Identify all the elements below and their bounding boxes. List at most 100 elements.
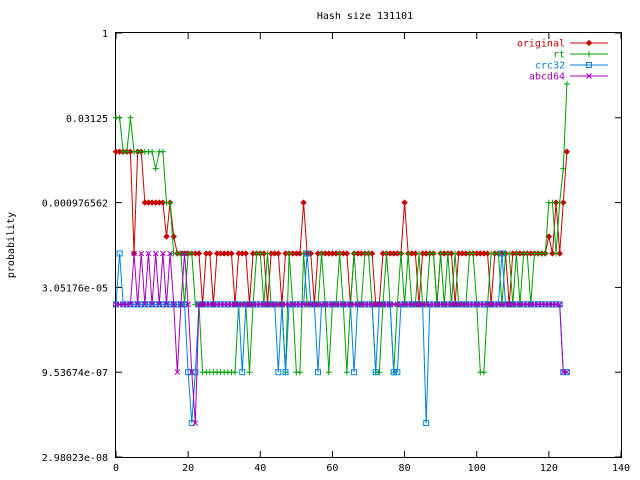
data-point-original [307, 250, 314, 257]
legend-label-original: original [517, 39, 565, 50]
data-point-crc32 [239, 369, 246, 376]
data-point-original [448, 250, 455, 257]
data-point-crc32 [315, 369, 321, 376]
data-point-abcd64 [145, 250, 152, 257]
data-point-rt [556, 199, 563, 206]
data-point-rt [444, 250, 451, 257]
data-point-original [242, 250, 250, 257]
data-point-original [206, 250, 213, 257]
data-point-crc32 [159, 301, 166, 308]
plot-frame [115, 32, 622, 458]
data-point-rt [549, 199, 556, 206]
data-point-crc32 [152, 301, 159, 308]
data-point-original [412, 250, 419, 257]
legend-marker-rt [586, 51, 592, 57]
data-point-abcd64 [163, 301, 170, 308]
data-point-original [127, 148, 134, 155]
data-point-abcd64 [181, 250, 188, 257]
data-point-crc32 [138, 301, 145, 308]
x-tick-label: 80 [399, 463, 411, 474]
data-point-abcd64 [149, 301, 155, 308]
y-tick-label: 3.05176e-05 [42, 283, 108, 294]
data-point-crc32 [167, 301, 174, 308]
y-tick-label: 0.000976562 [42, 199, 108, 210]
data-point-abcd64 [134, 301, 141, 308]
data-point-crc32 [372, 369, 379, 376]
data-point-crc32 [185, 369, 192, 376]
data-point-original [300, 199, 307, 206]
data-point-rt [116, 114, 123, 121]
data-point-abcd64 [138, 250, 145, 257]
data-point-rt [286, 250, 293, 257]
data-point-rt [159, 148, 166, 155]
legend-label-abcd64: abcd64 [529, 72, 565, 83]
data-point-crc32 [192, 369, 199, 376]
y-axis-label: probability [6, 212, 17, 278]
data-point-original [549, 250, 556, 257]
data-point-crc32 [188, 420, 195, 427]
data-point-original [228, 250, 235, 257]
data-point-abcd64 [160, 250, 166, 257]
data-point-original [560, 199, 567, 206]
data-point-abcd64 [564, 369, 570, 376]
data-point-original [343, 250, 351, 257]
data-point-rt [405, 250, 412, 257]
data-point-original [296, 250, 304, 257]
data-point-original [552, 199, 560, 206]
x-tick-label: 20 [182, 463, 194, 474]
data-point-rt [318, 250, 325, 257]
data-point-rt [383, 250, 390, 257]
data-point-abcd64 [178, 301, 184, 308]
data-point-rt [480, 369, 487, 376]
series-rt [113, 80, 570, 376]
data-point-original [159, 199, 167, 206]
data-point-original [545, 233, 553, 240]
data-point-rt [264, 250, 271, 257]
data-point-rt [495, 250, 502, 257]
data-point-original [275, 250, 282, 257]
data-point-abcd64 [156, 301, 163, 308]
data-point-rt [177, 250, 184, 257]
data-point-original [195, 250, 203, 257]
data-point-rt [343, 369, 350, 376]
data-point-original [556, 250, 563, 257]
series-layer [112, 80, 571, 427]
data-point-rt [560, 165, 567, 172]
data-point-original [260, 250, 268, 257]
data-point-rt [246, 369, 253, 376]
data-point-rt [563, 80, 570, 87]
data-point-rt [376, 369, 383, 376]
data-point-abcd64 [556, 301, 563, 308]
data-point-abcd64 [167, 250, 173, 257]
x-tick-label: 40 [254, 463, 266, 474]
data-point-rt [513, 250, 520, 257]
data-point-rt [365, 250, 372, 257]
data-point-rt [232, 369, 239, 376]
data-point-rt [127, 114, 134, 121]
legend-label-crc32: crc32 [535, 61, 565, 72]
x-tick-label: 120 [540, 463, 558, 474]
data-point-rt [553, 250, 560, 257]
data-point-rt [506, 250, 513, 257]
data-point-abcd64 [185, 301, 191, 308]
data-point-original [163, 233, 170, 240]
data-point-crc32 [116, 250, 123, 257]
data-point-rt [296, 369, 303, 376]
data-point-rt [452, 250, 459, 257]
data-point-abcd64 [142, 301, 148, 308]
data-point-original [563, 148, 571, 155]
data-point-crc32 [423, 420, 430, 427]
data-point-crc32 [145, 301, 152, 308]
data-point-abcd64 [127, 301, 134, 308]
data-point-crc32 [131, 301, 138, 308]
data-point-rt [257, 250, 264, 257]
y-tick-label: 9.53674e-07 [42, 368, 108, 379]
x-tick-label: 100 [468, 463, 486, 474]
data-point-rt [430, 250, 437, 257]
legend-marker-original [585, 39, 593, 47]
data-point-rt [336, 250, 343, 257]
data-point-crc32 [282, 369, 289, 376]
data-point-original [368, 250, 376, 257]
